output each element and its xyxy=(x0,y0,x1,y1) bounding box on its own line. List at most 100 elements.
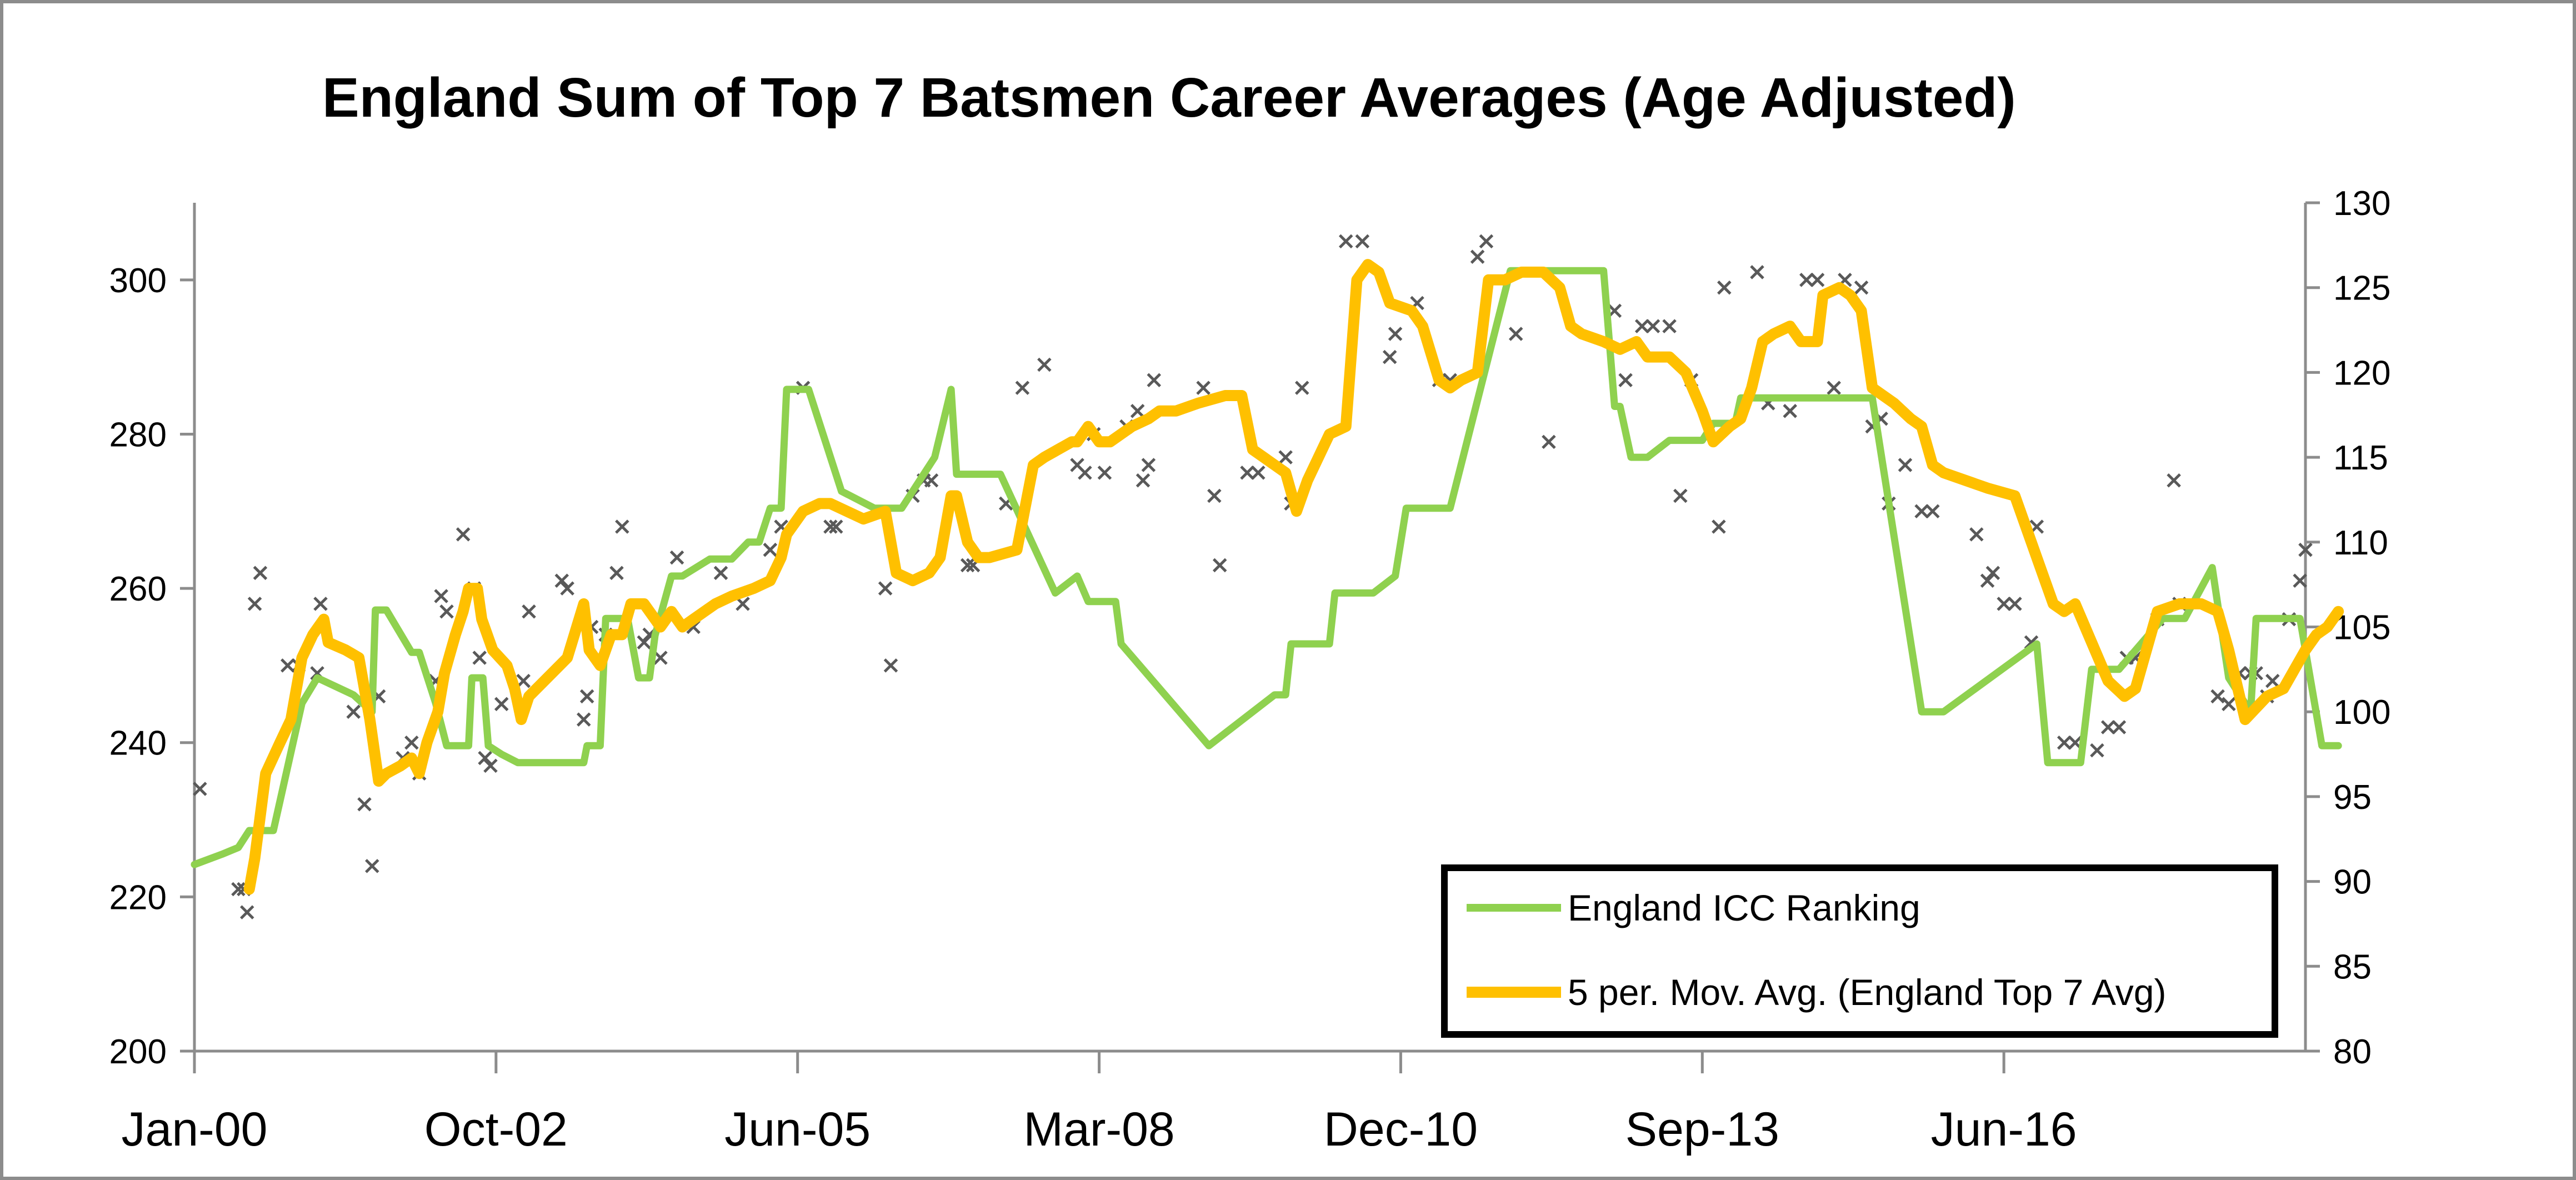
data-point-x-marker xyxy=(560,581,574,596)
data-point-x-marker xyxy=(1097,466,1112,480)
data-point-x-marker xyxy=(2293,573,2307,588)
legend-box xyxy=(1441,864,2278,1038)
data-point-x-marker xyxy=(1136,473,1151,488)
data-point-x-marker xyxy=(1827,381,1841,395)
legend: England ICC Ranking 5 per. Mov. Avg. (En… xyxy=(1441,864,2278,1038)
data-point-x-marker xyxy=(1355,234,1370,249)
data-point-x-marker xyxy=(1338,234,1353,249)
right-tick-label: 125 xyxy=(2333,269,2390,308)
data-point-x-marker xyxy=(1015,381,1030,395)
data-point-x-marker xyxy=(1985,566,2000,581)
data-point-x-marker xyxy=(1240,466,1254,480)
data-point-x-marker xyxy=(2112,720,2127,734)
right-tick-label: 120 xyxy=(2333,354,2390,392)
data-point-x-marker xyxy=(1618,373,1633,388)
legend-label-green: England ICC Ranking xyxy=(1568,887,1920,928)
data-point-x-marker xyxy=(823,519,838,534)
data-point-x-marker xyxy=(2167,473,2181,488)
axes: 200 220 240 260 280 300 80 85 90 95 100 105 110 115 12… xyxy=(109,184,2391,1156)
data-point-x-marker xyxy=(669,550,684,565)
data-point-x-marker xyxy=(1141,458,1156,472)
data-point-x-marker xyxy=(1196,381,1211,395)
icc-ranking-line xyxy=(191,267,2342,868)
data-point-x-marker xyxy=(1542,434,1556,449)
data-point-x-marker xyxy=(404,735,419,750)
data-point-x-marker xyxy=(883,658,898,673)
data-point-x-marker xyxy=(439,604,454,619)
data-point-x-marker xyxy=(2100,720,2115,734)
data-point-x-marker xyxy=(346,704,361,719)
data-point-x-marker xyxy=(193,782,207,796)
right-tick-label: 110 xyxy=(2333,524,2388,562)
right-tick-label: 95 xyxy=(2333,778,2372,817)
x-tick-label: Sep-13 xyxy=(1625,1103,1779,1156)
data-point-x-marker xyxy=(1980,573,1995,588)
data-point-x-marker xyxy=(1382,349,1397,364)
data-point-x-marker xyxy=(231,882,246,897)
data-point-x-marker xyxy=(1147,373,1162,388)
data-point-x-marker xyxy=(1251,466,1266,480)
right-tick-label: 100 xyxy=(2333,693,2390,732)
right-tick-label: 85 xyxy=(2333,948,2372,986)
data-point-x-marker xyxy=(579,689,594,704)
data-point-x-marker xyxy=(2210,689,2225,704)
data-point-x-marker xyxy=(653,651,668,665)
data-point-x-marker xyxy=(1673,488,1688,503)
data-point-x-marker xyxy=(1479,234,1494,249)
data-point-x-marker xyxy=(1898,458,1913,472)
data-point-x-marker xyxy=(1634,319,1649,333)
data-point-x-marker xyxy=(554,573,569,588)
data-point-x-marker xyxy=(878,581,893,596)
data-point-x-marker xyxy=(1470,249,1485,264)
data-point-x-marker xyxy=(365,859,379,873)
chart-title: England Sum of Top 7 Batsmen Career Aver… xyxy=(322,67,2016,129)
data-point-x-marker xyxy=(763,542,778,557)
data-point-x-marker xyxy=(1854,280,1869,295)
left-tick-label: 300 xyxy=(109,262,167,300)
data-point-x-marker xyxy=(2057,735,2072,750)
data-point-x-marker xyxy=(736,597,750,611)
left-tick-label: 260 xyxy=(109,570,167,608)
data-point-x-marker xyxy=(357,797,372,812)
data-point-x-marker xyxy=(434,589,448,603)
left-tick-label: 280 xyxy=(109,416,167,454)
data-point-x-marker xyxy=(577,712,591,727)
data-point-x-marker xyxy=(713,566,728,581)
data-point-x-marker xyxy=(494,697,509,712)
right-tick-label: 115 xyxy=(2333,439,2388,477)
right-tick-label: 90 xyxy=(2333,863,2372,902)
data-point-x-marker xyxy=(1078,466,1092,480)
data-point-x-marker xyxy=(2298,542,2313,557)
data-point-x-marker xyxy=(1997,597,2011,611)
left-tick-label: 240 xyxy=(109,724,167,763)
data-point-x-marker xyxy=(2008,597,2022,611)
x-tick-label: Jun-16 xyxy=(1931,1103,2077,1156)
data-point-x-marker xyxy=(1914,504,1929,519)
data-point-x-marker xyxy=(609,566,624,581)
data-point-x-marker xyxy=(615,519,629,534)
line-series xyxy=(191,259,2344,895)
data-point-x-marker xyxy=(637,635,652,650)
data-point-x-marker xyxy=(1799,273,1814,287)
data-point-x-marker xyxy=(522,604,536,619)
data-point-x-marker xyxy=(1212,558,1227,573)
data-point-x-marker xyxy=(483,758,498,773)
data-point-x-marker xyxy=(1750,265,1764,279)
data-point-x-marker xyxy=(472,651,487,665)
x-tick-label: Jun-05 xyxy=(724,1103,871,1156)
data-point-x-marker xyxy=(1645,319,1660,333)
right-tick-label: 80 xyxy=(2333,1033,2372,1071)
data-point-x-marker xyxy=(2222,697,2236,712)
left-tick-label: 220 xyxy=(109,878,167,917)
moving-average-line xyxy=(243,259,2344,895)
data-point-x-marker xyxy=(2265,673,2280,688)
data-point-x-marker xyxy=(2090,743,2104,758)
data-point-x-marker xyxy=(924,473,939,488)
right-tick-label: 130 xyxy=(2333,184,2390,223)
data-point-x-marker xyxy=(1278,450,1293,464)
data-point-x-marker xyxy=(456,527,471,542)
x-tick-label: Oct-02 xyxy=(424,1103,568,1156)
data-point-x-marker xyxy=(247,597,262,611)
data-point-x-marker xyxy=(478,751,492,766)
data-point-x-marker xyxy=(281,658,295,673)
